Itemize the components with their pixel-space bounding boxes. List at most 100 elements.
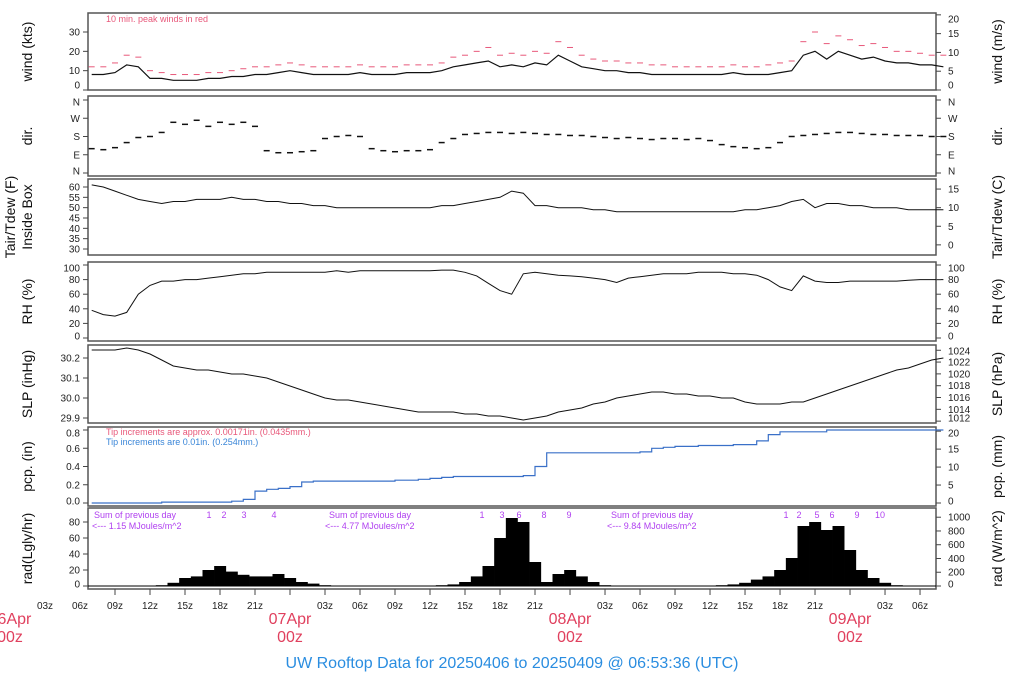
radiation-bar: [470, 576, 483, 586]
tip-count-label: 1: [479, 510, 484, 520]
humidity-line: [91, 269, 944, 317]
radiation-bar: [284, 578, 297, 586]
sum-label-1: Sum of previous day: [94, 510, 177, 520]
pcp-left-tick-label: 0.4: [66, 462, 80, 473]
x-tick-label: 06z: [912, 601, 928, 612]
radiation-bar: [750, 579, 763, 586]
radiation-bar: [587, 582, 600, 586]
radiation-bar: [879, 582, 892, 586]
slp-right-tick-label: 1012: [948, 414, 971, 425]
pcp-left-tick-label: 0.2: [66, 480, 80, 491]
temp-left-tick-label: 60: [69, 182, 81, 193]
x-tick-label: 03z: [317, 601, 333, 612]
wind-right-tick-label: 20: [948, 15, 960, 26]
slp-left-tick-label: 30.2: [61, 354, 81, 365]
pcp-right-tick-label: 15: [948, 445, 960, 456]
tip-count-label: 2: [796, 510, 801, 520]
pcp-right-tick-label: 0: [948, 497, 954, 508]
pcp-left-tick-label: 0.8: [66, 429, 80, 440]
slp-left-tick-label: 29.9: [61, 414, 81, 425]
pressure-line: [91, 347, 944, 421]
radiation-bar: [272, 574, 285, 586]
x-date-label: 07Apr 00z: [269, 611, 312, 646]
x-tick-label: 18z: [492, 601, 508, 612]
radiation-bar: [844, 550, 857, 586]
rh-right-tick-label: 40: [948, 304, 960, 315]
wind-right-tick-label: 0: [948, 81, 954, 92]
dir-left-tick-label: S: [73, 132, 80, 143]
dir-left-tick-label: E: [73, 150, 80, 161]
radiation-bar: [179, 578, 192, 586]
rh-left-tick-label: 20: [69, 319, 81, 330]
rad-left-tick-label: 80: [69, 518, 81, 529]
pcp-left-axis-title: pcp. (in): [19, 441, 35, 492]
x-tick-label: 06z: [72, 601, 88, 612]
slp-panel-frame: [87, 344, 937, 424]
rad-right-tick-label: 800: [948, 526, 965, 537]
tip-count-label: 9: [566, 510, 571, 520]
rh-left-tick-label: 100: [63, 264, 80, 275]
radiation-bar: [540, 582, 553, 586]
rh-panel-frame: [87, 261, 937, 342]
pcp-right-axis-title: pcp. (mm): [989, 435, 1005, 498]
temp-panel-frame: [87, 178, 937, 256]
pcp-right-tick-label: 5: [948, 481, 954, 492]
slp-right-tick-label: 1018: [948, 381, 971, 392]
x-tick-label: 21z: [247, 601, 263, 612]
tip-count-label: 6: [516, 510, 521, 520]
tip-count-label: 4: [271, 510, 276, 520]
rh-left-tick-label: 80: [69, 275, 81, 286]
radiation-bar: [785, 558, 798, 586]
wind-speed-line: [91, 50, 944, 81]
dir-left-tick-label: N: [73, 98, 80, 109]
tip-count-label: 1: [783, 510, 788, 520]
rh-left-axis-title: RH (%): [19, 279, 35, 325]
radiation-bar: [739, 582, 752, 586]
temp-left-tick-label: 55: [69, 193, 81, 204]
radiation-bar: [517, 522, 530, 586]
temp-left-tick-label: 40: [69, 224, 81, 235]
rad-left-tick-label: 0: [74, 580, 80, 591]
wind-right-tick-label: 15: [948, 29, 960, 40]
temp-right-tick-label: 5: [948, 222, 954, 233]
wind-right-axis-title: wind (m/s): [989, 19, 1005, 85]
radiation-bar: [832, 526, 845, 586]
x-tick-label: 18z: [212, 601, 228, 612]
rh-right-tick-label: 20: [948, 319, 960, 330]
tip-note-blue: Tip increments are 0.01in. (0.254mm.): [106, 437, 258, 447]
radiation-bar: [237, 574, 250, 586]
tip-count-label: 3: [241, 510, 246, 520]
radiation-bar: [482, 566, 495, 586]
dir-right-tick-label: W: [948, 114, 958, 125]
tip-count-label: 2: [221, 510, 226, 520]
radiation-bar: [762, 576, 775, 586]
data-marks: [88, 31, 947, 587]
rad-right-tick-label: 400: [948, 554, 965, 565]
temp-right-tick-label: 0: [948, 240, 954, 251]
rh-left-tick-label: 0: [74, 332, 80, 343]
slp-left-axis-title: SLP (inHg): [19, 350, 35, 418]
rh-left-tick-label: 40: [69, 304, 81, 315]
dir-left-tick-label: W: [71, 114, 81, 125]
pcp-left-tick-label: 0.6: [66, 444, 80, 455]
temp-left-tick-label: 45: [69, 213, 81, 224]
temp-left-tick-label: 35: [69, 234, 81, 245]
temp-right-tick-label: 10: [948, 203, 960, 214]
x-tick-label: 12z: [422, 601, 438, 612]
slp-right-tick-label: 1022: [948, 358, 971, 369]
sum-value-3: <--- 9.84 MJoules/m^2: [607, 521, 697, 531]
pcp-right-tick-label: 10: [948, 463, 960, 474]
radiation-bar: [214, 566, 227, 586]
x-tick-label: 15z: [737, 601, 753, 612]
x-date-label: 08Apr 00z: [549, 611, 592, 646]
rad-left-tick-label: 40: [69, 550, 81, 561]
temp-left-tick-label: 30: [69, 245, 81, 256]
dir-left-tick-label: N: [73, 167, 80, 178]
chart-title: UW Rooftop Data for 20250406 to 20250409…: [286, 655, 739, 672]
rh-right-tick-label: 0: [948, 332, 954, 343]
x-date-label: 09Apr 00z: [829, 611, 872, 646]
rad-left-axis-title: rad(Lgly/hr): [19, 513, 35, 585]
x-tick-label: 06z: [352, 601, 368, 612]
temp-left-axis-title-2: Inside Box: [19, 184, 35, 249]
